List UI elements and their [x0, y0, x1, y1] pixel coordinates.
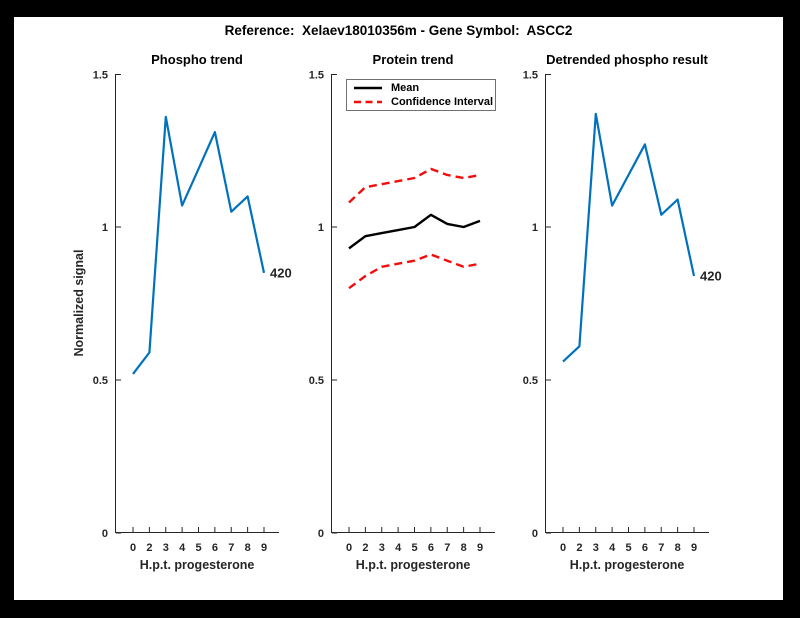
x-tick-label: 2: [146, 542, 152, 554]
x-tick-label: 9: [477, 542, 483, 554]
x-tick-label: 2: [576, 542, 582, 554]
x-tick-label: 6: [428, 542, 434, 554]
x-tick-label: 5: [195, 542, 201, 554]
x-tick-label: 9: [691, 542, 697, 554]
x-tick-label: 5: [625, 542, 631, 554]
series-line-phospho-signal: [132, 115, 266, 375]
x-tick-label: 7: [228, 542, 234, 554]
endpoint-label: 420: [270, 265, 292, 280]
chart-title-phospho-trend: Phospho trend: [151, 52, 243, 67]
x-tick-label: 5: [411, 542, 417, 554]
y-tick-label: 0: [532, 528, 538, 540]
legend-box: Mean Confidence Interval: [346, 79, 496, 111]
chart-title-protein-trend: Protein trend: [372, 52, 454, 67]
y-tick-label: 1: [532, 222, 538, 234]
legend-sample-svg: [354, 100, 382, 104]
x-tick-label: 8: [461, 542, 467, 554]
figure-title: Reference: Xelaev18010356m - Gene Symbol…: [224, 23, 573, 38]
y-tick-label: 1.5: [523, 70, 538, 82]
chart-title-detrended-result: Detrended phospho result: [546, 52, 708, 67]
x-tick-label: 2: [362, 542, 368, 554]
x-tick-label: 6: [642, 542, 648, 554]
legend-mean-line-sample: [354, 85, 382, 91]
legend-mean-label: Mean: [391, 81, 420, 94]
series-line-confidence-lower: [348, 253, 481, 290]
legend-entry-mean: Mean: [354, 81, 495, 94]
detrended-phospho-plot: 0 0.5 1 1.5 0 2 3 4 5 6 7 8 9 420: [523, 70, 722, 555]
x-tick-label: 8: [675, 542, 681, 554]
x-tick-label: 7: [658, 542, 664, 554]
x-axis-label-protein: H.p.t. progesterone: [355, 558, 471, 572]
x-tick-label: 4: [609, 542, 616, 554]
y-tick-label: 1: [102, 222, 108, 234]
x-tick-label: 4: [395, 542, 402, 554]
x-tick-label: 0: [560, 542, 566, 554]
x-tick-label: 7: [444, 542, 450, 554]
x-tick-label: 3: [379, 542, 385, 554]
figure-canvas: Reference: Xelaev18010356m - Gene Symbol…: [14, 17, 783, 600]
x-axis-label-detrended: H.p.t. progesterone: [569, 558, 685, 572]
series-line-confidence-upper: [348, 167, 481, 204]
series-line-detrended-phospho-signal: [562, 112, 696, 363]
phospho-trend-plot: 0 0.5 1 1.5 0 2 3 4 5 6 7 8 9 420: [93, 70, 292, 555]
protein-trend-plot: 0 0.5 1 1.5 0 2 3 4 5 6 7 8 9: [309, 70, 495, 554]
y-tick-label: 1.5: [309, 70, 324, 82]
y-tick-label: 0: [102, 528, 108, 540]
y-tick-label: 0.5: [309, 375, 324, 387]
x-tick-label: 0: [130, 542, 136, 554]
legend-sample-svg: [354, 86, 382, 90]
legend-confidence-interval-line-sample: [354, 99, 382, 105]
x-tick-label: 0: [346, 542, 352, 554]
y-tick-label: 0.5: [523, 375, 538, 387]
x-tick-label: 4: [179, 542, 186, 554]
x-tick-label: 8: [245, 542, 251, 554]
legend-confidence-interval-label: Confidence Interval: [391, 96, 494, 109]
x-tick-label: 9: [261, 542, 267, 554]
x-tick-label: 6: [212, 542, 218, 554]
y-tick-label: 1.5: [93, 70, 108, 82]
x-axis-label-phospho: H.p.t. progesterone: [139, 558, 255, 572]
y-tick-label: 0.5: [93, 375, 108, 387]
x-tick-label: 3: [163, 542, 169, 554]
plot-area: 00.511.50 2 3 4 5 6 7 8 9: [309, 70, 495, 554]
legend-entry-confidence-interval: Confidence Interval: [354, 96, 495, 109]
endpoint-label: 420: [700, 268, 722, 283]
y-tick-label: 1: [318, 222, 324, 234]
x-tick-label: 3: [593, 542, 599, 554]
y-axis-label: Normalized signal: [72, 249, 86, 357]
y-tick-label: 0: [318, 528, 324, 540]
series-line-mean: [348, 213, 481, 250]
